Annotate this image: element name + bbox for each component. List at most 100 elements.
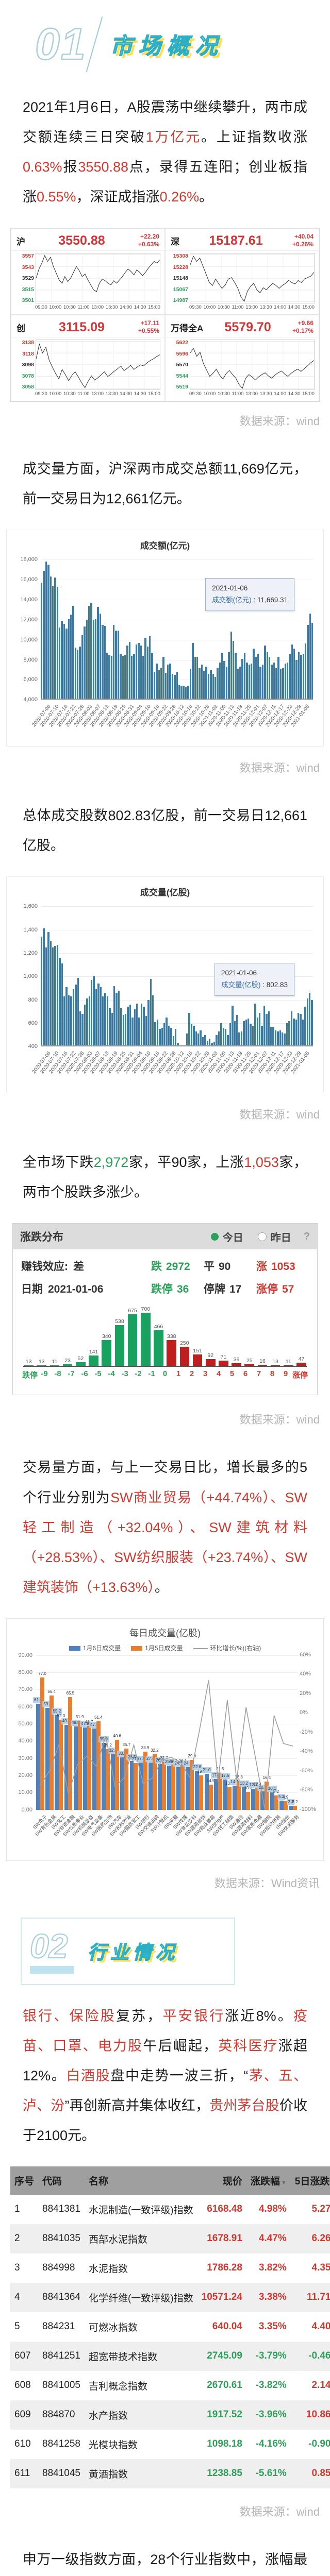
- table-cell: 2: [14, 2233, 20, 2244]
- text-run: 交易量方面，与上一交易日比，增长最多的5个行业分别为: [23, 1460, 307, 1505]
- stat-平: 平 90: [204, 1261, 231, 1273]
- bar: [52, 947, 54, 1047]
- bar-group: 24.726.1: [173, 1655, 187, 1810]
- turnover-paragraph: 成交量方面，沪深两市成交总额11,669亿元，前一交易日为12,661亿元。: [0, 452, 330, 516]
- bar: [84, 1004, 86, 1047]
- index-minichart-深: 深 15187.61 +40.04 +0.26% 15308 15228 15148 1506…: [165, 228, 319, 315]
- table-row: 2 8841035 西部水泥指数 1678.91 4.47% 6.26%: [10, 2224, 330, 2253]
- bar: [298, 652, 300, 700]
- bar: [213, 1042, 216, 1047]
- index-value: 3115.09: [58, 319, 105, 334]
- bar: [65, 629, 68, 700]
- series2-bar: 12.4: [253, 1782, 261, 1810]
- market-summary-paragraph: 2021年1月6日，A股震荡中继续攀升，两市成交额连续三日突破1万亿元。上证指数…: [0, 90, 330, 214]
- bar: [129, 1004, 131, 1047]
- bar: [50, 1365, 60, 1366]
- bar-group: 55.2 52.3: [52, 1655, 65, 1810]
- text-run: ，深证成指涨: [76, 189, 160, 205]
- legend-item: 1月6日成交量: [69, 1643, 121, 1652]
- x-tick-label: 6: [243, 1369, 248, 1379]
- legend-yesterday[interactable]: 昨日: [257, 1229, 291, 1244]
- stat-跌停: 跌停 36: [151, 1283, 189, 1296]
- x-tick-label: 7: [256, 1369, 261, 1379]
- table-row: 610 8841258 光模块指数 1098.18 -4.16% -0.90%: [10, 2430, 330, 2459]
- legend-today[interactable]: 今日: [210, 1229, 243, 1244]
- table-cell: 3: [14, 2262, 20, 2274]
- left-tick-label: 40.00: [18, 1738, 32, 1744]
- histogram-column: 340: [100, 1305, 113, 1366]
- bar: [154, 1330, 163, 1366]
- bar: [150, 978, 152, 1047]
- bar-group: 49.3 65.5: [61, 1655, 74, 1810]
- bar: [47, 565, 50, 700]
- series1-bar: 17.8: [210, 1772, 221, 1810]
- series1-bar: 27.6: [136, 1755, 146, 1810]
- bar: [240, 1031, 243, 1047]
- text-run: 1万亿元: [145, 129, 201, 145]
- bar: [77, 977, 79, 1047]
- bar-group: 48.5 51.9: [70, 1655, 84, 1810]
- bar: [167, 1340, 176, 1366]
- series1-bar: 5.2: [277, 1794, 286, 1810]
- histogram-column: 151: [191, 1305, 204, 1366]
- histogram-column: 13: [22, 1305, 35, 1366]
- bar-groups: 61.8 77.0 59.4 66.4 55.2 52.3 49.3 65.5 48.5 51.9…: [33, 1655, 298, 1810]
- table-cell: 0.85%: [311, 2468, 330, 2479]
- bar: [219, 663, 221, 700]
- table-cell: 609: [14, 2409, 31, 2420]
- right-tick-label: -80%: [300, 1787, 313, 1793]
- table-cell: 3.82%: [258, 2262, 287, 2274]
- bar: [86, 619, 88, 700]
- index-change: +17.11 +0.55%: [138, 319, 159, 335]
- bar: [127, 1314, 138, 1366]
- bar: [84, 626, 86, 700]
- table-cell: 611: [14, 2468, 30, 2479]
- minichart-header: 深 15187.61 +40.04 +0.26%: [166, 229, 319, 251]
- bar: [54, 946, 56, 1047]
- bar: [169, 664, 171, 700]
- table-cell: 640.04: [212, 2321, 242, 2332]
- table-cell: 884231: [42, 2321, 75, 2332]
- bar: [261, 665, 264, 700]
- x-axis-labels: 09:30 10:00 10:30 11:00 13:00 13:30 14:00 14:30…: [189, 391, 315, 397]
- left-tick-label: 50.00: [18, 1721, 32, 1727]
- bar-value: 25: [246, 1357, 253, 1364]
- minichart-header: 创 3115.09 +17.11 +0.55%: [11, 315, 164, 338]
- y-tick-label: 800: [28, 996, 38, 1003]
- bar: [50, 941, 52, 1047]
- bar: [218, 1031, 220, 1047]
- bar: [37, 1365, 47, 1366]
- text-run: 午后崛起，: [143, 2038, 219, 2054]
- x-tick-label: -7: [68, 1369, 75, 1379]
- tooltip: 2021-01-06 成交额(亿元) : 11,669.31: [205, 578, 294, 612]
- data-source-label: 数据来源：wind: [239, 2505, 320, 2518]
- legend-item: 环比增长(%)(右轴): [193, 1643, 261, 1652]
- column-header-5[interactable]: 涨跌幅 ▼: [246, 2166, 291, 2195]
- bar: [56, 586, 58, 700]
- text-run: 复苏，: [116, 2008, 163, 2024]
- help-icon[interactable]: ?: [303, 1230, 310, 1242]
- x-tick-label: -2: [135, 1369, 142, 1379]
- bar: [243, 652, 246, 700]
- text-run: 0.26%: [159, 189, 200, 205]
- panel-body: 赚钱效应: 差 跌 2972 平 90 涨 1053 日期 2021-01-06 跌停 36 停牌…: [13, 1249, 317, 1395]
- bar: [185, 687, 187, 700]
- minichart-body: 3138 3118 3098 3078 3058: [11, 337, 164, 391]
- bar: [286, 663, 289, 700]
- table-cell: 黄酒指数: [88, 2469, 128, 2480]
- text-run: 申万一级指数方面，28个行业指数中，涨幅最大的5个行业分别为: [23, 2551, 307, 2567]
- bar-group: 59.4 66.4: [42, 1655, 56, 1810]
- bar: [102, 996, 104, 1047]
- y-tick-label: 18,000: [20, 556, 38, 563]
- histogram-column: 675: [126, 1305, 139, 1366]
- chart-plot: 18,000 16,000 14,000 12,000 10,000 8,000 6,000…: [20, 556, 314, 703]
- bar: [311, 623, 314, 700]
- bar: [266, 652, 268, 700]
- bar: [160, 668, 162, 700]
- bar: [122, 655, 124, 700]
- series2-value: 35.7: [122, 1742, 131, 1747]
- series2-bar: 48.7: [85, 1720, 93, 1810]
- stat-row-1: 赚钱效应: 差 跌 2972 平 90 涨 1053: [17, 1255, 313, 1277]
- table-cell: 光模块指数: [88, 2439, 138, 2451]
- series2-value: 51.4: [94, 1715, 103, 1720]
